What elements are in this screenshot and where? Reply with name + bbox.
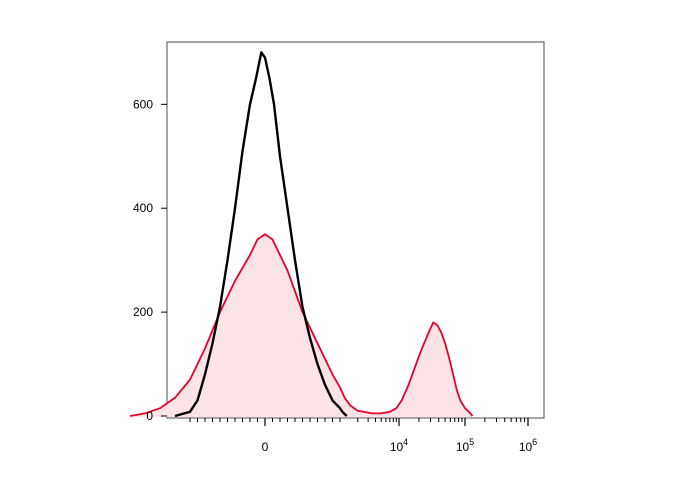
y-tick-label: 600 [133, 97, 153, 111]
stained-histogram-line [129, 233, 474, 417]
axes-layer: 0 200 400 600 0 104 105 106 [133, 97, 537, 454]
y-tick-label: 0 [146, 409, 153, 423]
x-tick-label: 106 [519, 437, 537, 454]
x-tick-label: 104 [390, 437, 408, 454]
stained-histogram-fill [130, 234, 473, 417]
x-tick-label: 105 [456, 437, 474, 454]
y-tick-label: 200 [133, 305, 153, 319]
plot-area [166, 41, 545, 419]
plot-frame [166, 41, 545, 419]
y-tick-label: 400 [133, 201, 153, 215]
x-tick-label: 0 [262, 440, 269, 454]
series-layer [129, 51, 474, 418]
control-histogram-line [174, 51, 348, 418]
